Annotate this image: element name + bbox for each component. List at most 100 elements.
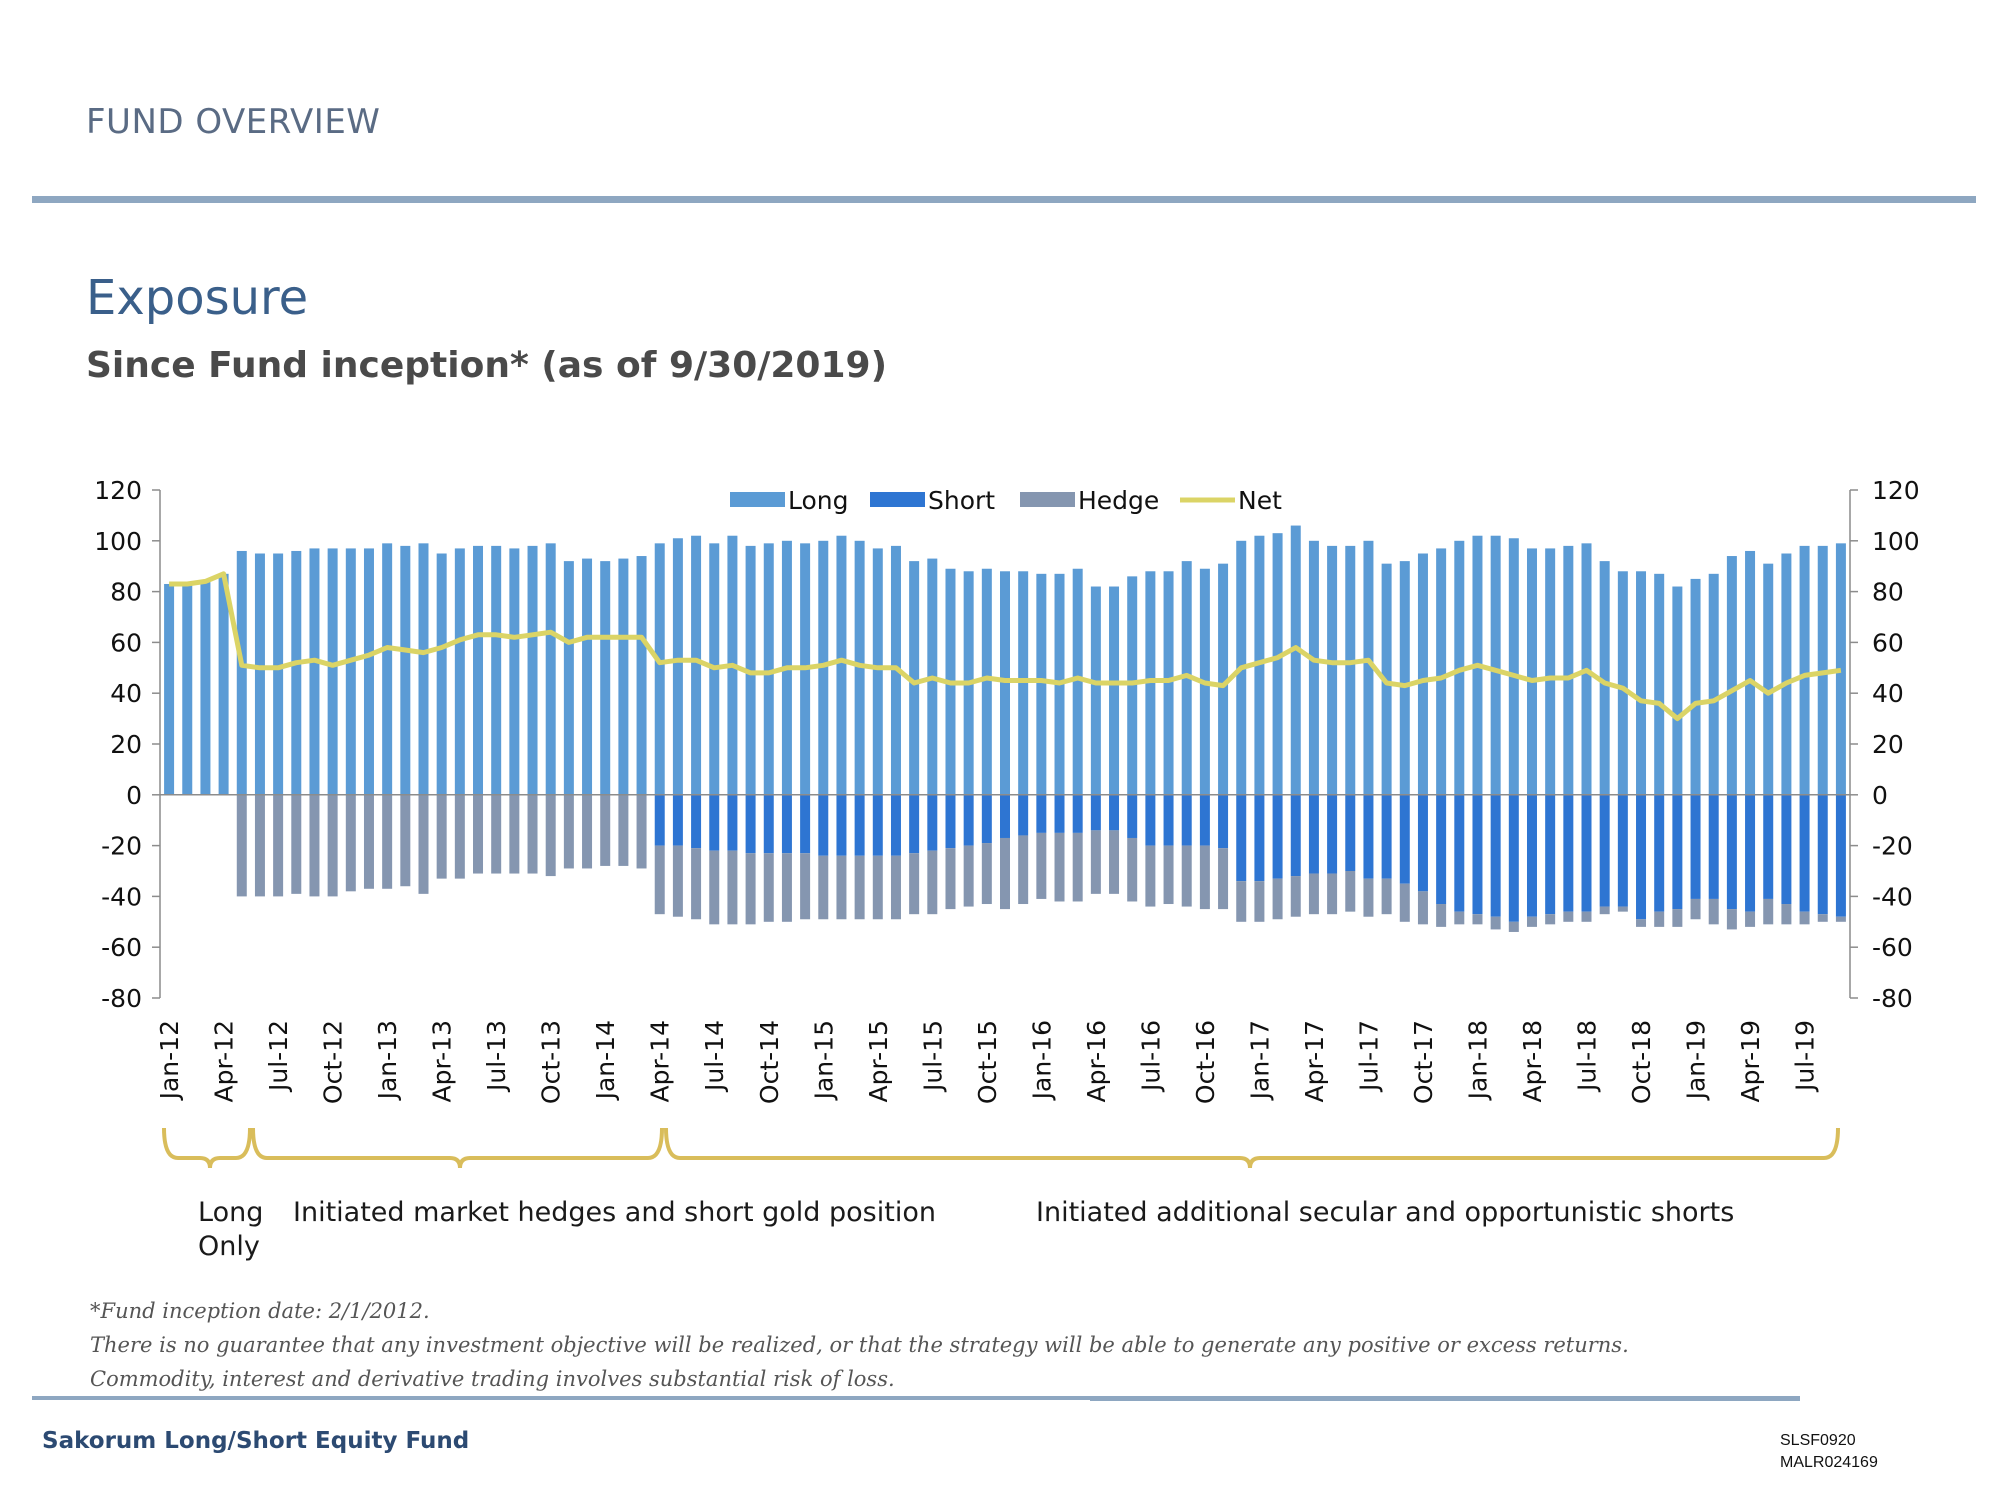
bar-hedge bbox=[600, 794, 611, 866]
bar-short bbox=[1236, 794, 1247, 882]
bar-long bbox=[1345, 545, 1356, 795]
bar-hedge bbox=[927, 850, 938, 915]
bar-long bbox=[382, 543, 393, 795]
bar-short bbox=[800, 794, 811, 854]
bar-hedge bbox=[1181, 845, 1192, 907]
bar-long bbox=[836, 535, 847, 795]
x-tick-label: Oct-18 bbox=[1627, 1020, 1656, 1104]
bar-hedge bbox=[1054, 832, 1065, 902]
bar-long bbox=[436, 553, 447, 795]
bar-short bbox=[909, 794, 920, 854]
bar-short bbox=[709, 794, 720, 851]
bar-short bbox=[1054, 794, 1065, 833]
bar-hedge bbox=[781, 853, 792, 922]
bar-short bbox=[1000, 794, 1010, 838]
bar-long bbox=[691, 535, 702, 795]
net-line-group bbox=[169, 571, 1842, 722]
bar-long bbox=[1018, 571, 1029, 795]
bar-long bbox=[1563, 545, 1574, 795]
y-tick-label-left: 120 bbox=[94, 476, 142, 505]
bar-short bbox=[1508, 794, 1519, 922]
bar-long bbox=[909, 561, 920, 795]
bar-hedge bbox=[745, 853, 756, 925]
bar-long bbox=[1290, 525, 1301, 795]
y-tick-label-right: -60 bbox=[1872, 933, 1913, 962]
bar-short bbox=[1109, 794, 1120, 831]
bar-long bbox=[1417, 553, 1428, 795]
bar-hedge bbox=[1636, 919, 1647, 927]
bars bbox=[160, 525, 1850, 932]
y-tick-label-left: -60 bbox=[101, 933, 142, 962]
bar-long bbox=[454, 548, 465, 795]
bar-hedge bbox=[418, 794, 429, 894]
x-tick-label: Jan-12 bbox=[155, 1020, 184, 1101]
y-tick-label-right: -40 bbox=[1872, 882, 1913, 911]
x-tick-label: Apr-15 bbox=[864, 1020, 893, 1102]
x-tick-label: Jul-16 bbox=[1136, 1020, 1165, 1093]
footnote-disclaimer: There is no guarantee that any investmen… bbox=[90, 1333, 1629, 1357]
bar-hedge bbox=[1835, 916, 1846, 922]
bar-long bbox=[1127, 576, 1138, 795]
y-tick-label-right: 100 bbox=[1872, 527, 1920, 556]
bar-short bbox=[1327, 794, 1338, 874]
bar-hedge bbox=[327, 794, 338, 897]
legend-label-long: Long bbox=[788, 486, 849, 515]
bar-long bbox=[672, 538, 683, 795]
footer-code-1: SLSF0920 bbox=[1780, 1432, 1856, 1449]
x-tick-label: Jan-16 bbox=[1027, 1020, 1056, 1101]
bar-hedge bbox=[236, 794, 247, 897]
bar-long bbox=[1599, 561, 1610, 795]
bar-long bbox=[1109, 586, 1120, 795]
bar-hedge bbox=[981, 843, 992, 905]
bar-hedge bbox=[836, 855, 847, 920]
bar-hedge bbox=[454, 794, 465, 879]
bar-short bbox=[963, 794, 974, 846]
bar-hedge bbox=[1508, 921, 1519, 932]
bar-short bbox=[1399, 794, 1410, 884]
bar-hedge bbox=[727, 850, 738, 925]
x-tick-label: Jul-19 bbox=[1791, 1020, 1820, 1093]
bar-hedge bbox=[1708, 898, 1719, 925]
bar-short bbox=[1472, 794, 1483, 915]
x-tick-label: Jan-15 bbox=[809, 1020, 838, 1101]
legend-swatch-long bbox=[730, 492, 785, 507]
bar-hedge bbox=[309, 794, 320, 897]
bar-hedge bbox=[1090, 830, 1101, 894]
bar-hedge bbox=[1417, 891, 1428, 925]
bar-hedge bbox=[1436, 904, 1447, 927]
bar-hedge bbox=[473, 794, 484, 874]
bar-short bbox=[1036, 794, 1047, 833]
bar-short bbox=[672, 794, 683, 846]
bar-long bbox=[981, 568, 992, 795]
bar-hedge bbox=[1327, 873, 1338, 915]
bar-long bbox=[1690, 578, 1701, 795]
bracket-phase-2 bbox=[251, 1127, 664, 1169]
bar-short bbox=[1835, 794, 1846, 917]
bar-long bbox=[1090, 586, 1101, 795]
bar-hedge bbox=[654, 845, 665, 915]
bar-hedge bbox=[818, 855, 829, 920]
y-tick-label-left: 20 bbox=[110, 730, 142, 759]
bar-long bbox=[618, 558, 629, 795]
x-tick-label: Jan-14 bbox=[591, 1020, 620, 1101]
bar-long bbox=[1036, 573, 1047, 795]
period-brackets bbox=[162, 1127, 1840, 1169]
bar-hedge bbox=[1781, 904, 1792, 925]
bar-hedge bbox=[1000, 837, 1010, 910]
bar-hedge bbox=[672, 845, 683, 917]
y-tick-label-left: -40 bbox=[101, 882, 142, 911]
bar-hedge bbox=[345, 794, 356, 892]
bar-short bbox=[727, 794, 738, 851]
x-tick-label: Jul-14 bbox=[700, 1020, 729, 1093]
net-line bbox=[169, 571, 1842, 722]
bar-short bbox=[1799, 794, 1810, 912]
bar-short bbox=[981, 794, 992, 844]
bar-long bbox=[327, 548, 338, 795]
bar-long bbox=[491, 545, 502, 795]
bar-long bbox=[1218, 563, 1229, 795]
bar-long bbox=[1145, 571, 1156, 795]
annotation-phase-2: Initiated market hedges and short gold p… bbox=[293, 1197, 936, 1228]
bar-long bbox=[1272, 533, 1283, 795]
bar-short bbox=[1199, 794, 1210, 846]
bar-hedge bbox=[709, 850, 720, 925]
